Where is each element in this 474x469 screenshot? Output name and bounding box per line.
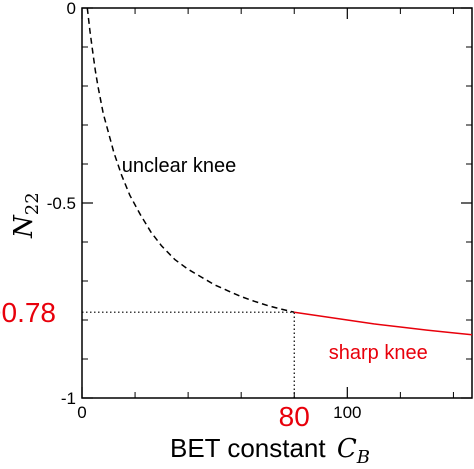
x-axis-title-text: BET constant <box>170 433 326 463</box>
x-tick-label: 100 <box>333 403 361 422</box>
y-tick-label: -0.5 <box>47 194 76 213</box>
x-axis-symbol: C <box>337 434 357 464</box>
highlight-x-label: 80 <box>279 401 310 432</box>
y-tick-label: -1 <box>61 389 76 408</box>
reference-lines <box>82 311 295 398</box>
y-tick-label: 0 <box>67 0 76 18</box>
highlight-y-label: −0.78 <box>0 297 56 328</box>
series-layer <box>86 7 473 336</box>
axis-labels: 0 100 0 -0.5 -1 −0.78 80 <box>0 0 361 432</box>
x-axis-subscript: B <box>356 447 370 468</box>
y-axis-title: N22 <box>9 192 43 239</box>
y-axis-subscript: 22 <box>22 192 43 215</box>
annotations: unclear knee sharp knee <box>122 155 428 364</box>
x-tick-label: 0 <box>77 403 86 422</box>
axis-ticks <box>81 7 472 399</box>
x-axis-title: BET constant CB <box>170 433 370 468</box>
y-axis-symbol: N <box>9 214 39 239</box>
annotation-label: unclear knee <box>122 155 237 177</box>
plot-frame <box>81 7 473 399</box>
series-line-solid <box>294 311 473 336</box>
annotation-label: sharp knee <box>329 342 428 364</box>
series-line-dashed <box>86 7 295 313</box>
